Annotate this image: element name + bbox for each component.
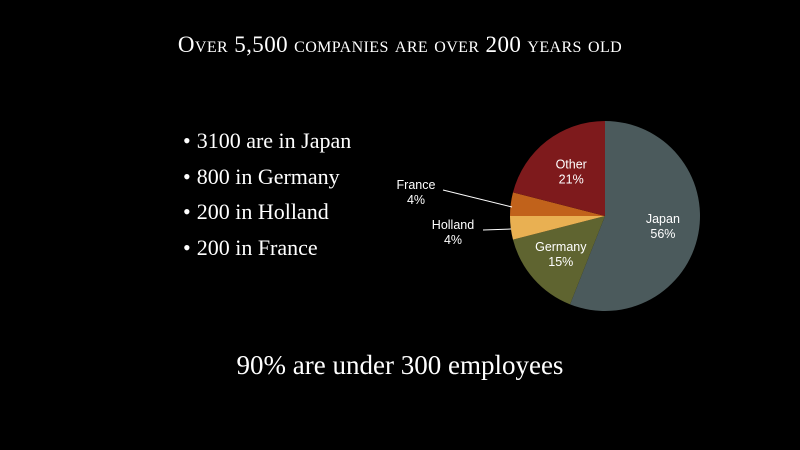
bullet-dot: • bbox=[183, 199, 191, 224]
slice-name: Japan bbox=[646, 212, 680, 226]
bullet-text: 800 in Germany bbox=[196, 163, 340, 189]
leader-line-france bbox=[442, 189, 513, 208]
slice-percent: 56% bbox=[650, 227, 675, 241]
pie-slice-holland bbox=[510, 216, 605, 240]
slice-label-germany: Germany 15% bbox=[535, 240, 587, 269]
bullet-text: 200 in Holland bbox=[196, 199, 329, 224]
bullet-item-japan: • 3100 are in Japan bbox=[183, 126, 351, 162]
slice-percent: 15% bbox=[548, 255, 573, 269]
slice-label-france: France 4% bbox=[397, 178, 436, 207]
footer-statement: 90% are under 300 employees bbox=[236, 350, 564, 380]
slice-label-japan: Japan 56% bbox=[646, 212, 680, 241]
bullet-list: • 3100 are in Japan • 800 in Germany • 200 … bbox=[183, 126, 351, 268]
pie-slice-germany bbox=[512, 216, 605, 305]
slice-name: Other bbox=[556, 158, 587, 172]
leader-line-holland bbox=[482, 228, 512, 231]
bullet-text: 3100 are in Japan bbox=[196, 128, 352, 153]
slice-name: Holland bbox=[432, 218, 474, 232]
bullet-text: 200 in France bbox=[196, 234, 318, 260]
slice-label-other: Other 21% bbox=[556, 158, 587, 187]
pie-slice-other bbox=[512, 121, 605, 216]
slice-percent: 21% bbox=[559, 173, 584, 187]
slice-percent: 4% bbox=[444, 233, 462, 247]
slice-label-holland: Holland 4% bbox=[432, 218, 474, 247]
bullet-dot: • bbox=[183, 128, 191, 153]
bullet-dot: • bbox=[183, 234, 191, 260]
bullet-dot: • bbox=[183, 163, 191, 189]
slice-percent: 4% bbox=[407, 193, 425, 207]
slide-title: Over 5,500 companies are over 200 years … bbox=[177, 32, 623, 57]
bullet-item-holland: • 200 in Holland bbox=[183, 197, 351, 233]
slice-name: Germany bbox=[535, 240, 587, 254]
bullet-item-france: • 200 in France bbox=[183, 233, 351, 269]
bullet-item-germany: • 800 in Germany bbox=[183, 162, 351, 198]
slice-name: France bbox=[397, 178, 436, 192]
pie-slice-france bbox=[510, 192, 605, 216]
pie-slice-japan bbox=[570, 121, 700, 311]
